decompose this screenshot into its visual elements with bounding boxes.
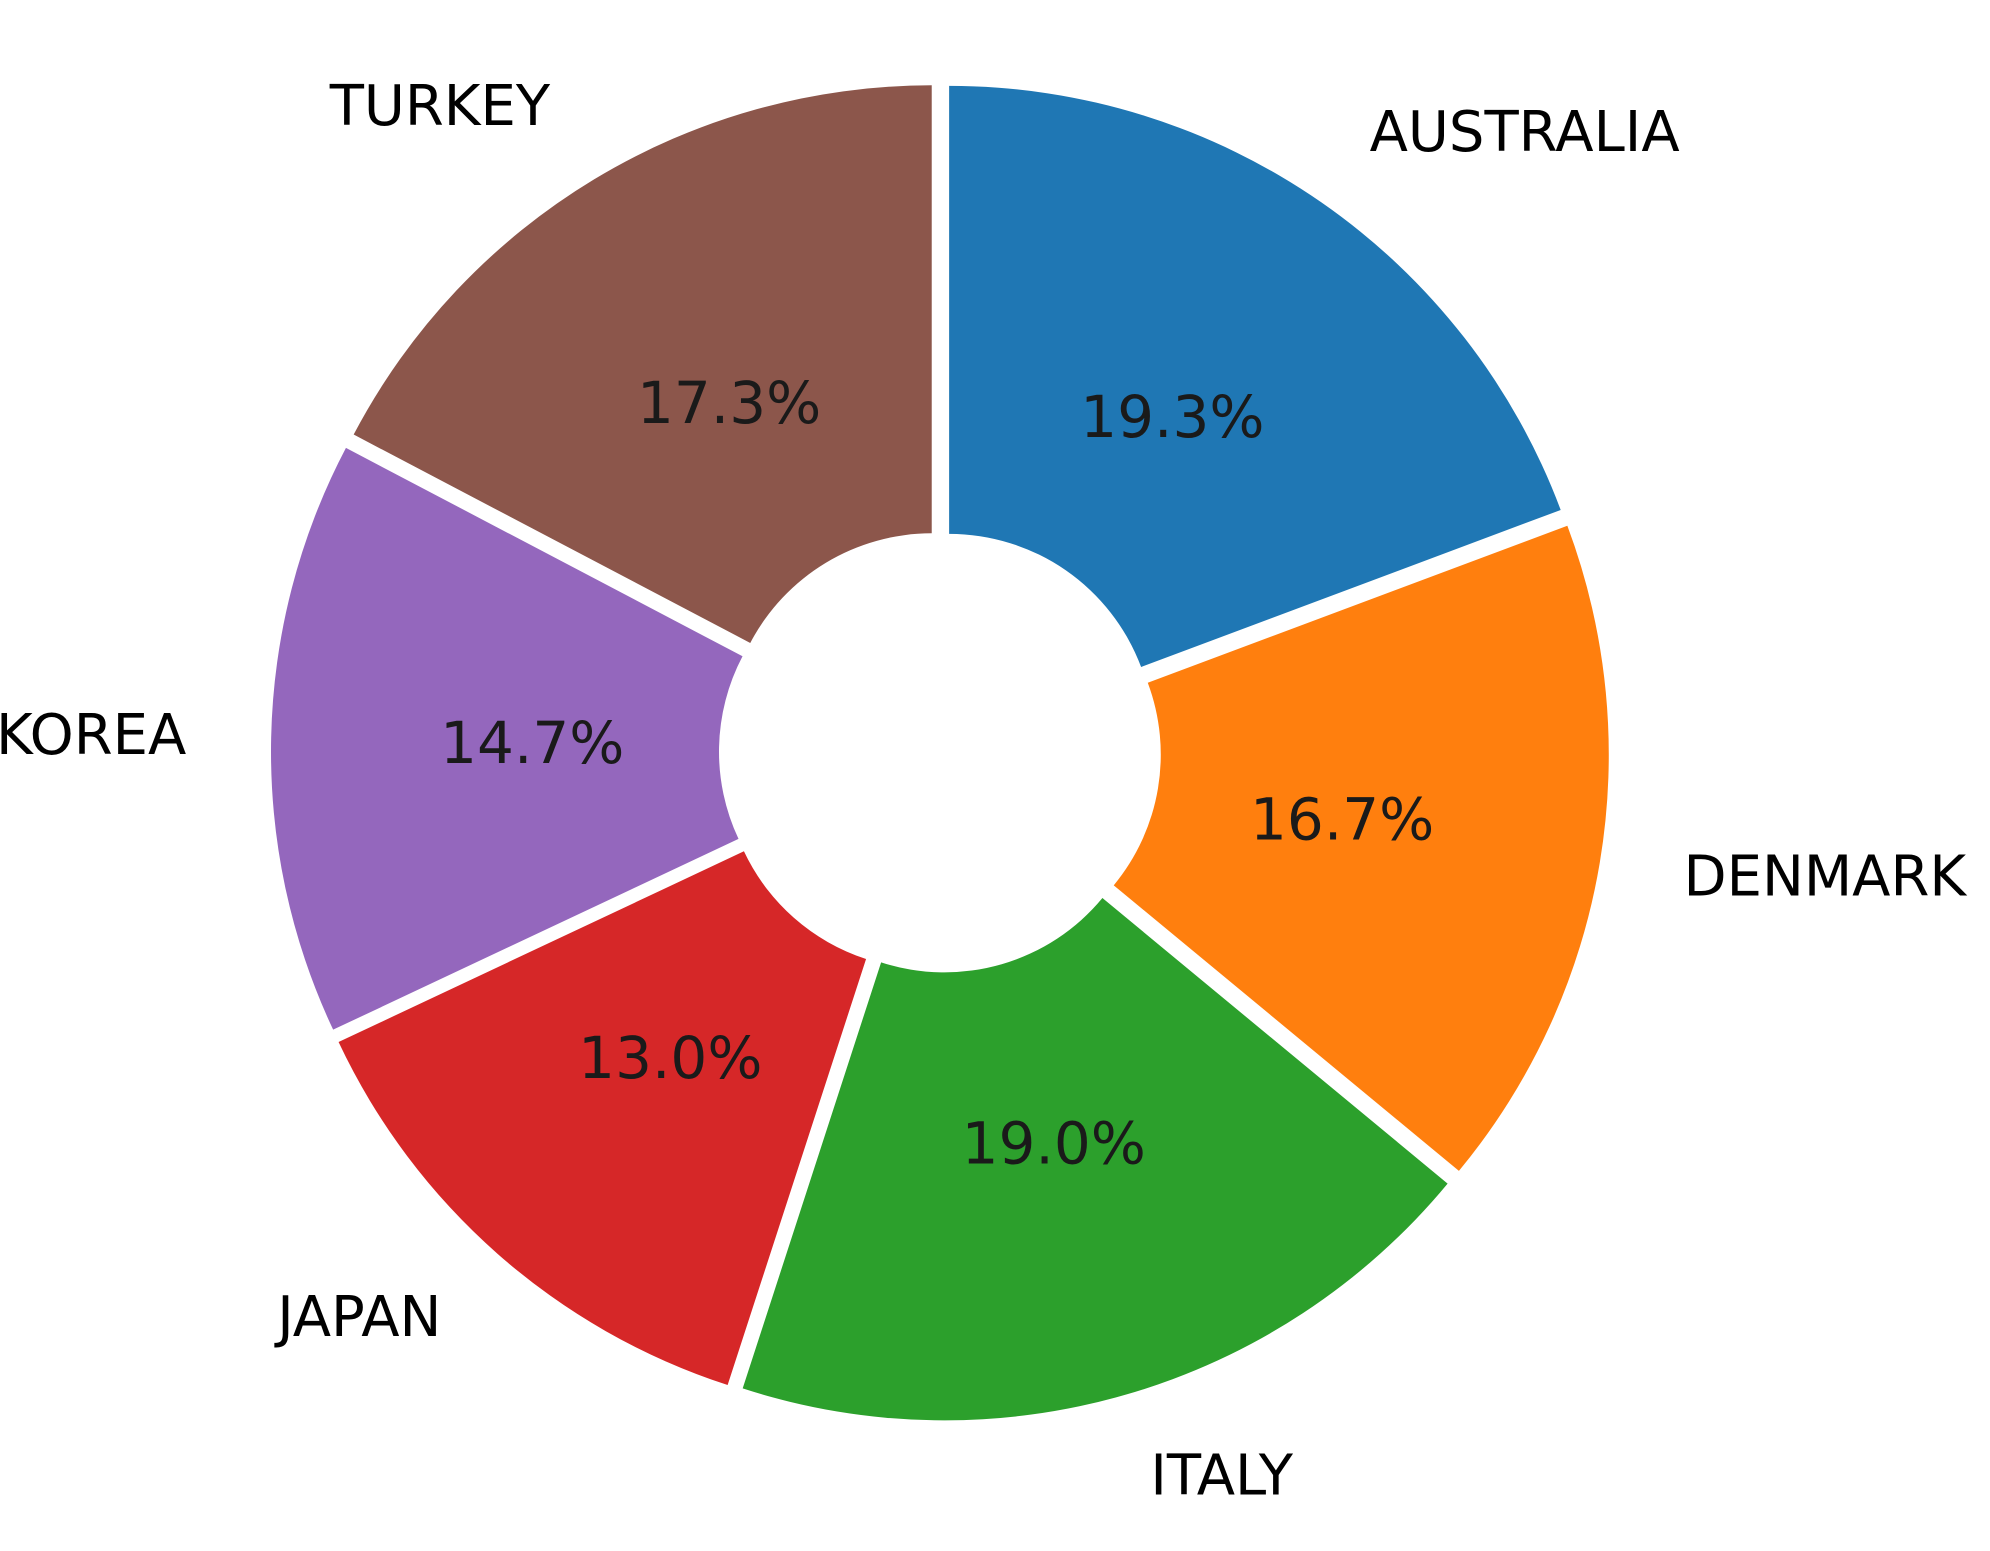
pct-label-italy: 19.0%	[962, 1110, 1146, 1178]
pct-label-australia: 19.3%	[1080, 383, 1264, 451]
pct-label-korea: 14.7%	[440, 709, 624, 777]
slice-korea	[271, 447, 743, 1030]
labels-layer: 19.3% AUSTRALIA 16.7% DENMARK 19.0% ITALY 13.0…	[0, 74, 1967, 1508]
category-label-japan: JAPAN	[274, 1285, 441, 1350]
category-label-italy: ITALY	[1150, 1443, 1293, 1508]
pct-label-denmark: 16.7%	[1250, 786, 1434, 854]
category-label-korea: KOREA	[0, 703, 186, 768]
category-label-denmark: DENMARK	[1683, 844, 1967, 909]
category-label-turkey: TURKEY	[329, 74, 551, 139]
slices-layer	[271, 85, 1609, 1421]
category-label-australia: AUSTRALIA	[1370, 100, 1680, 165]
slice-turkey	[353, 85, 932, 643]
slice-denmark	[1113, 525, 1609, 1171]
slice-australia	[949, 85, 1561, 667]
pct-label-turkey: 17.3%	[637, 369, 821, 437]
slice-italy	[742, 898, 1448, 1421]
pct-label-japan: 13.0%	[578, 1024, 762, 1092]
slice-japan	[338, 851, 867, 1386]
